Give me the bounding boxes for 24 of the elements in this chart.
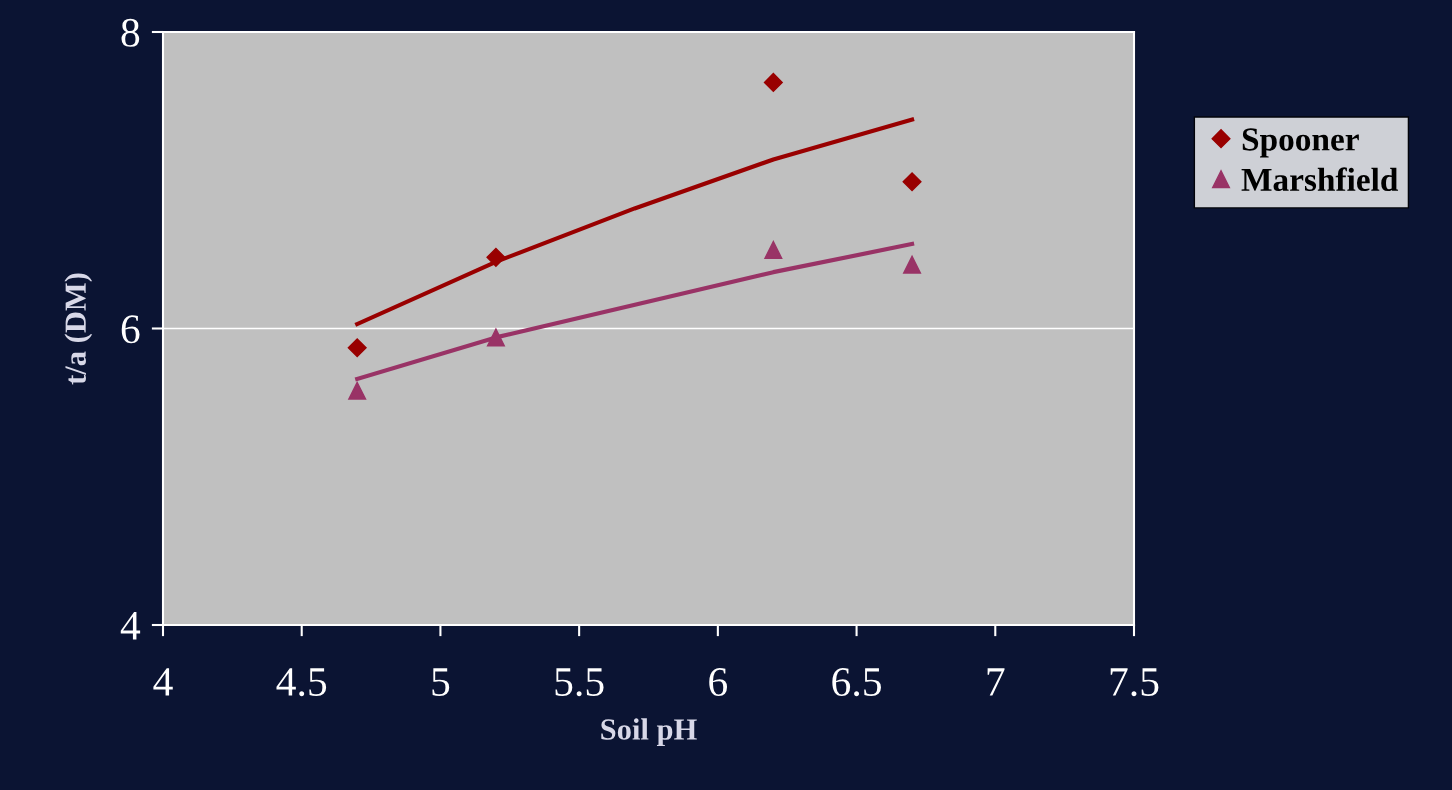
- x-tick-label: 7.5: [1110, 668, 1159, 697]
- x-tick-label: 4: [153, 668, 173, 696]
- x-tick-label: 4.5: [276, 668, 327, 697]
- point: [763, 72, 783, 92]
- x-axis-title: Soil pH: [601, 718, 697, 747]
- y-tick-label: 6: [121, 315, 140, 344]
- point: [486, 247, 506, 267]
- y-axis-title: t/a (DM): [64, 273, 93, 385]
- x-tick-label: 6: [709, 667, 728, 696]
- x-tick-label: 5.5: [555, 668, 604, 697]
- point: [764, 240, 783, 259]
- legend-label: Marshfield: [1241, 167, 1399, 192]
- point: [348, 381, 367, 400]
- x-tick-label: 6.5: [832, 667, 881, 697]
- x-tick-label: 5: [432, 668, 450, 696]
- point: [903, 255, 922, 274]
- y-tick-label: 4: [120, 612, 141, 640]
- x-tick-label: 7: [987, 668, 1005, 696]
- line-series: [355, 117, 915, 327]
- y-tick-label: 8: [121, 18, 140, 47]
- point: [347, 338, 367, 358]
- point: [486, 328, 505, 347]
- point: [902, 172, 922, 192]
- legend-label: Spooner: [1242, 128, 1359, 158]
